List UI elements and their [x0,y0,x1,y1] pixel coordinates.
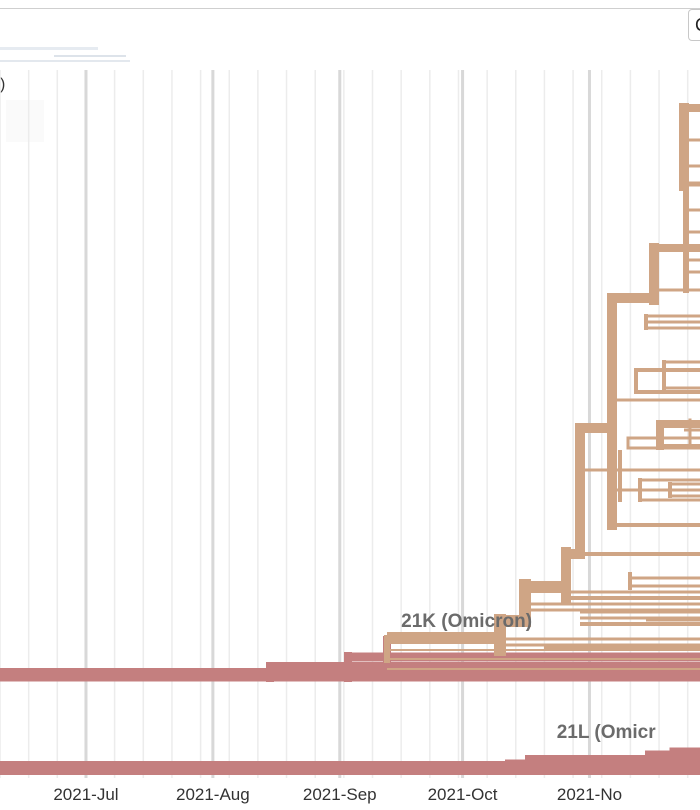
legend-box [6,100,44,142]
x-tick-label: 2021-No [557,785,622,804]
legend-text-fragment: ) [0,76,6,93]
header-blurred-line [0,60,130,62]
x-tick-label: 2021-Oct [428,785,498,804]
top-border [0,8,700,9]
corner-control-button[interactable]: C [688,9,700,41]
clade-label: 21L (Omicr [557,722,657,743]
x-tick-label: 2021-Jul [53,785,118,804]
header-blurred-line [54,55,126,57]
x-tick-label: 2021-Sep [303,785,377,804]
clade-label: 21K (Omicron) [401,611,532,632]
header-blurred-line [0,47,98,50]
x-tick-label: 2021-Aug [176,785,250,804]
